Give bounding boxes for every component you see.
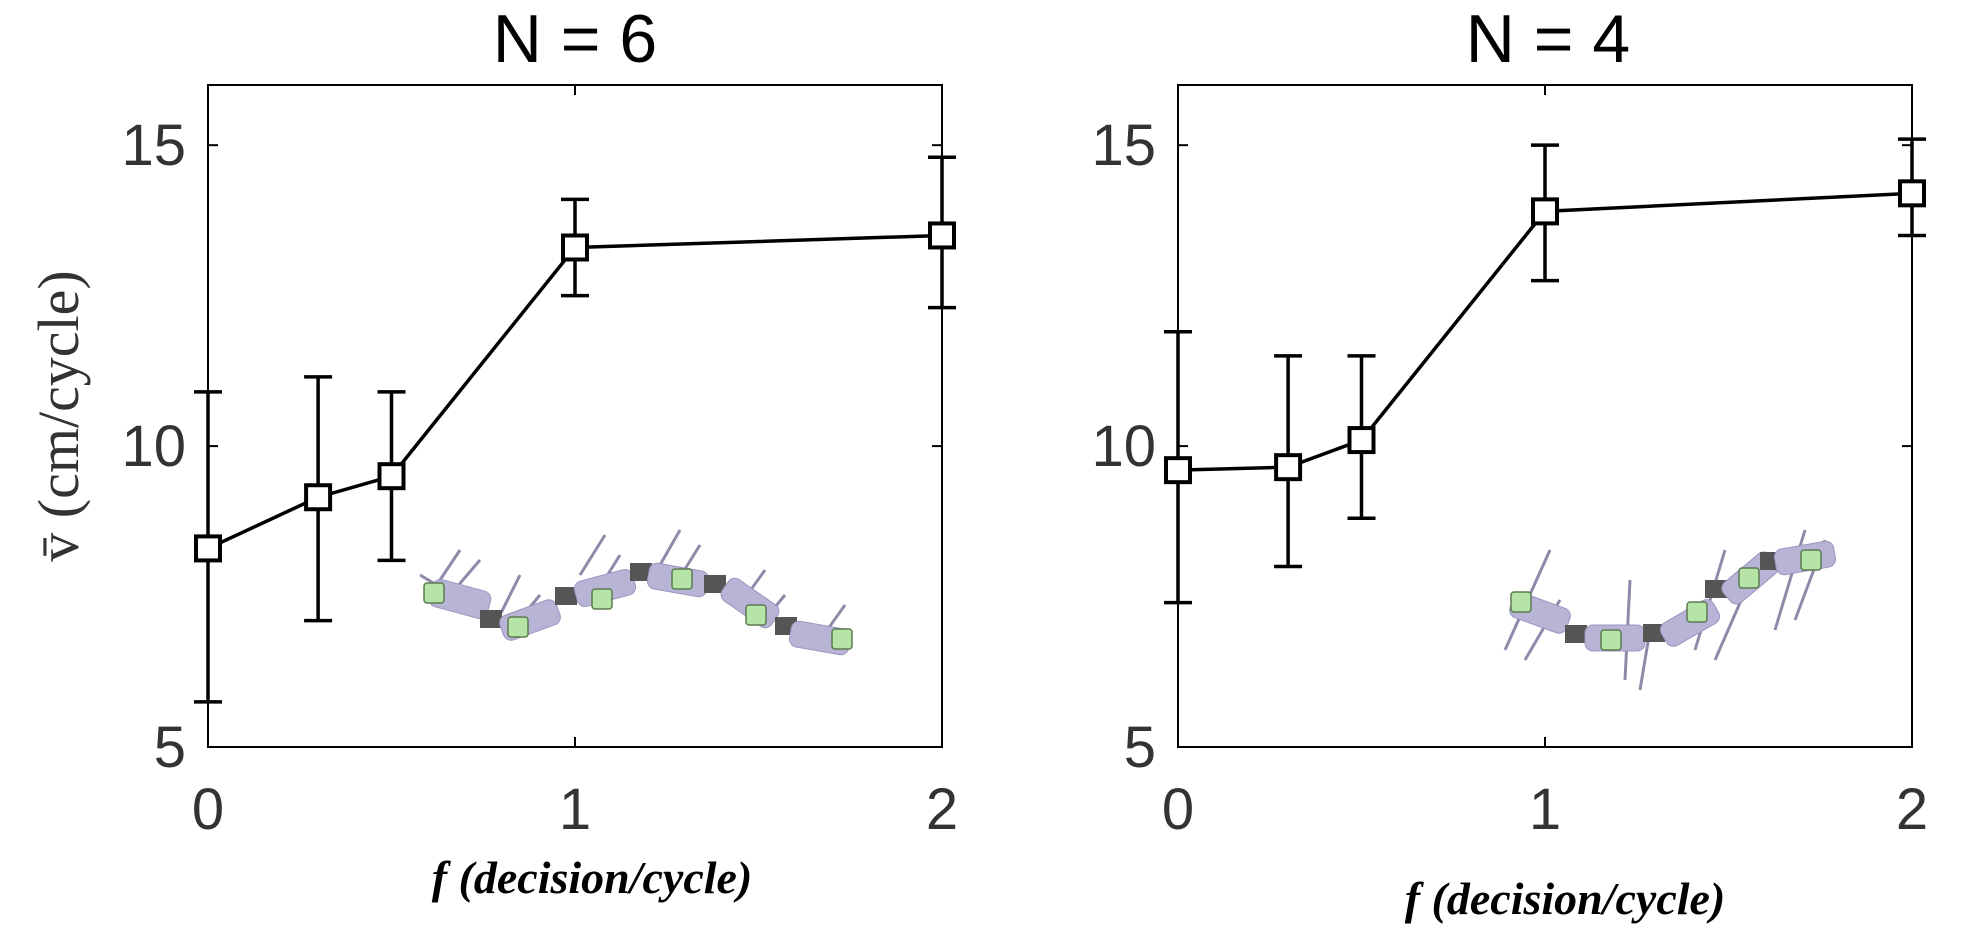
x-tick-label: 1: [559, 777, 591, 842]
chart-panel-n6: N = 6 0 1 2 5 10 15 v̄ (cm/cycle) f (decision…: [26, 1, 958, 903]
data-point: [1531, 197, 1559, 226]
data-point: [928, 221, 956, 250]
y-tick-label: 5: [1124, 715, 1156, 780]
data-point: [561, 233, 589, 262]
chart-title: N = 4: [1466, 1, 1630, 77]
axis-ticks: 0 1 2 5 10 15: [1091, 85, 1928, 842]
robot-illustration: [419, 529, 853, 656]
data-point: [1347, 426, 1376, 455]
x-axis-label: f (decision/cycle): [1405, 873, 1726, 924]
data-point: [1274, 453, 1303, 482]
y-tick-label: 15: [121, 113, 186, 178]
data-point: [194, 534, 222, 563]
data-point: [377, 462, 406, 491]
data-point: [1164, 456, 1192, 485]
x-axis-label: f (decision/cycle): [432, 852, 753, 903]
x-tick-label: 2: [1896, 777, 1928, 842]
chart-title: N = 6: [493, 1, 657, 77]
chart-panel-n4: N = 4 0 1 2 5 10 15 f (decision/cycle): [1091, 1, 1928, 924]
x-tick-label: 1: [1529, 777, 1561, 842]
y-tick-label: 10: [121, 414, 186, 479]
data-point: [1898, 179, 1926, 208]
data-point: [304, 483, 333, 512]
x-tick-label: 0: [1162, 777, 1194, 842]
y-tick-label: 5: [154, 715, 186, 780]
y-tick-label: 15: [1091, 113, 1156, 178]
axis-ticks: 0 1 2 5 10 15: [121, 85, 958, 842]
y-tick-label: 10: [1091, 414, 1156, 479]
robot-illustration: [1503, 529, 1837, 691]
x-tick-label: 0: [192, 777, 224, 842]
y-axis-label: v̄ (cm/cycle): [26, 270, 91, 561]
data-series: [1164, 137, 1926, 605]
data-series: [194, 155, 956, 704]
x-tick-label: 2: [926, 777, 958, 842]
